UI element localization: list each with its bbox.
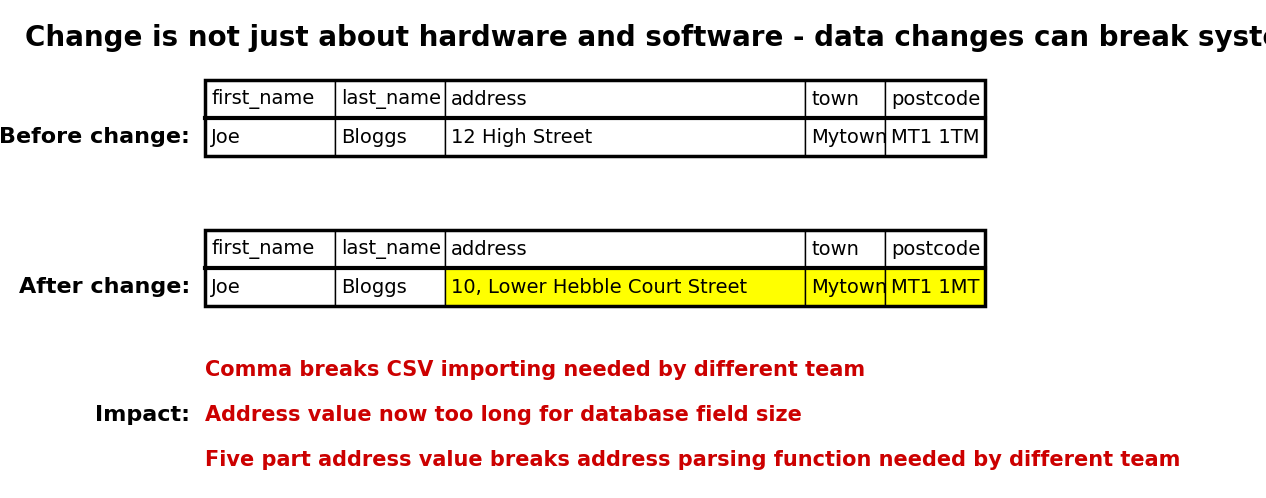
Text: town: town [812, 90, 858, 109]
Bar [335, 268, 446, 306]
Bar [446, 118, 805, 156]
Text: Joe: Joe [211, 127, 241, 146]
Text: postcode: postcode [891, 240, 980, 258]
Text: Comma breaks CSV importing needed by different team: Comma breaks CSV importing needed by dif… [205, 360, 865, 380]
Text: address: address [451, 90, 528, 109]
Text: After change:: After change: [19, 277, 190, 297]
Text: Address value now too long for database field size: Address value now too long for database … [205, 405, 801, 425]
Text: MT1 1MT: MT1 1MT [891, 277, 980, 296]
Bar [205, 230, 335, 268]
Bar [205, 268, 335, 306]
Text: 12 High Street: 12 High Street [451, 127, 592, 146]
Bar [805, 118, 885, 156]
Text: 10, Lower Hebble Court Street: 10, Lower Hebble Court Street [451, 277, 747, 296]
Bar [885, 268, 985, 306]
Text: MT1 1TM: MT1 1TM [891, 127, 980, 146]
Text: Joe: Joe [211, 277, 241, 296]
Bar [205, 80, 985, 156]
Bar [205, 230, 985, 306]
Bar [205, 118, 335, 156]
Text: address: address [451, 240, 528, 258]
Text: town: town [812, 240, 858, 258]
Text: Change is not just about hardware and software - data changes can break systems : Change is not just about hardware and so… [25, 24, 1266, 52]
Bar [446, 268, 805, 306]
Bar [805, 230, 885, 268]
Text: first_name: first_name [211, 239, 314, 259]
Text: Before change:: Before change: [0, 127, 190, 147]
Text: Impact:: Impact: [95, 405, 190, 425]
Text: postcode: postcode [891, 90, 980, 109]
Bar [885, 80, 985, 118]
Bar [885, 118, 985, 156]
Bar [885, 230, 985, 268]
Bar [335, 118, 446, 156]
Text: last_name: last_name [341, 89, 441, 109]
Text: Five part address value breaks address parsing function needed by different team: Five part address value breaks address p… [205, 450, 1180, 470]
Bar [805, 268, 885, 306]
Text: Bloggs: Bloggs [341, 127, 406, 146]
Text: last_name: last_name [341, 239, 441, 259]
Bar [335, 80, 446, 118]
Bar [446, 80, 805, 118]
Bar [446, 230, 805, 268]
Text: Mytown: Mytown [812, 127, 887, 146]
Text: Mytown: Mytown [812, 277, 887, 296]
Bar [205, 80, 335, 118]
Text: first_name: first_name [211, 89, 314, 109]
Bar [805, 80, 885, 118]
Bar [335, 230, 446, 268]
Text: Bloggs: Bloggs [341, 277, 406, 296]
